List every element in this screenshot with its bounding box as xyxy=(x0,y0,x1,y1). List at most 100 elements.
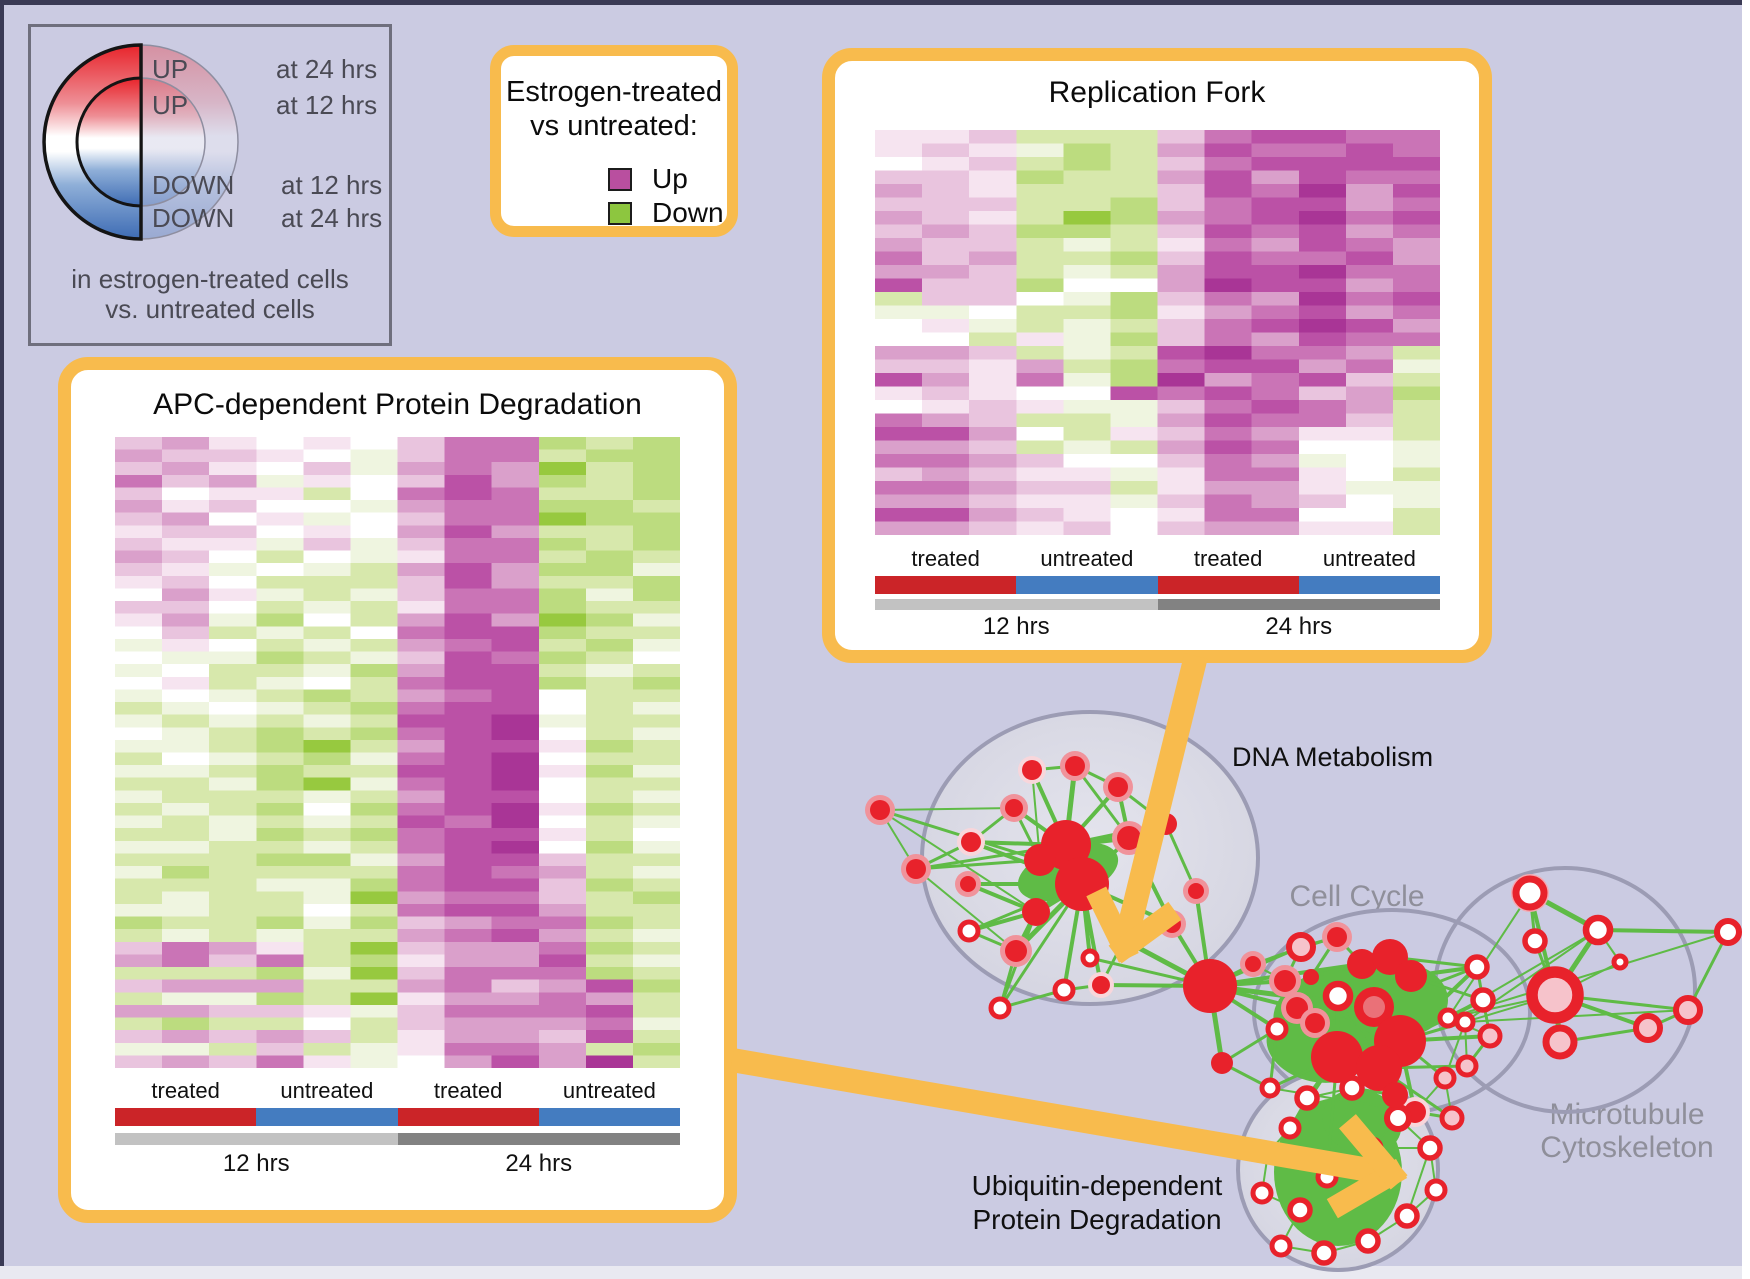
heatmap-cell xyxy=(1016,332,1064,347)
heatmap-cell xyxy=(1110,346,1158,360)
heatmap-cell xyxy=(397,891,446,905)
heatmap-cell xyxy=(1157,319,1206,333)
network-node-solid xyxy=(1092,976,1110,994)
heatmap-cell xyxy=(1298,238,1347,252)
network-node-halo xyxy=(865,795,895,825)
heatmap-cell xyxy=(922,224,970,239)
heatmap-cell xyxy=(1157,454,1206,468)
network-node-ring-white xyxy=(1383,1103,1413,1133)
heatmap-cell xyxy=(1298,224,1347,239)
heatmap-cell xyxy=(538,727,587,741)
heatmap-cell xyxy=(1110,521,1158,536)
heatmap-cell xyxy=(350,739,398,753)
heatmap-cell xyxy=(1157,184,1206,198)
network-edge xyxy=(1209,962,1363,988)
heatmap-cell xyxy=(1110,467,1158,482)
heatmap-cell xyxy=(538,979,587,993)
heatmap-cell xyxy=(632,449,681,463)
heatmap-cell xyxy=(1298,211,1347,225)
heatmap-cell xyxy=(209,474,257,488)
heatmap-cell xyxy=(162,979,210,993)
heatmap-cell xyxy=(1392,440,1441,455)
heatmap-cell xyxy=(585,992,634,1006)
apc-heatmap xyxy=(115,437,681,1073)
heatmap-cell xyxy=(1204,346,1253,360)
heatmap-cell xyxy=(303,664,351,678)
dna-metabolism-label: DNA Metabolism xyxy=(1232,742,1434,772)
network-node-halo xyxy=(1000,935,1032,967)
heatmap-cell xyxy=(922,427,970,441)
network-node-ring-white xyxy=(1278,1116,1302,1140)
heatmap-cell xyxy=(397,563,446,577)
heatmap-cell xyxy=(444,702,493,716)
time-label-12hrs: 12 hrs xyxy=(222,1150,290,1177)
heatmap-cell xyxy=(209,550,257,564)
network-edge xyxy=(999,988,1065,1010)
network-edge xyxy=(1064,785,1120,847)
network-edge xyxy=(1528,892,1557,996)
heatmap-cell xyxy=(1345,454,1394,468)
network-node-ring-pink xyxy=(1526,966,1584,1024)
heatmap-cell xyxy=(1016,319,1064,333)
timebar-24hrs xyxy=(397,1133,680,1145)
heatmap-cell xyxy=(1392,278,1441,293)
network-edge xyxy=(1065,835,1130,848)
heatmap-cell xyxy=(209,891,257,905)
network-edge xyxy=(1080,883,1103,986)
heatmap-cell xyxy=(397,525,446,539)
up-color-swatch xyxy=(608,168,632,191)
heatmap-cell xyxy=(1157,211,1206,225)
heatmap-cell xyxy=(1110,130,1158,144)
heatmap-cell xyxy=(922,373,970,387)
legend-word-up24: UP xyxy=(152,54,189,84)
network-node-solid xyxy=(960,876,976,892)
heatmap-cell xyxy=(162,563,210,577)
heatmap-cell xyxy=(1110,238,1158,252)
heatmap-cell xyxy=(350,626,398,640)
heatmap-cell xyxy=(256,790,304,804)
up-label: Up xyxy=(652,163,688,194)
down-color-swatch xyxy=(608,202,632,225)
heatmap-cell xyxy=(632,512,681,526)
network-node-solid xyxy=(1372,939,1408,975)
heatmap-cell xyxy=(491,878,540,892)
connector-arrowhead-bar xyxy=(1108,901,1182,964)
heatmap-cell xyxy=(303,853,351,867)
heatmap-cell xyxy=(350,638,398,653)
network-node-pale-halo xyxy=(1018,756,1046,784)
heatmap-cell xyxy=(209,1017,257,1031)
heatmap-cell xyxy=(256,512,304,526)
heatmap-cell xyxy=(1110,143,1158,158)
heatmap-cell xyxy=(1204,265,1253,279)
network-node-solid xyxy=(961,832,981,852)
heatmap-cell xyxy=(162,853,210,867)
heatmap-cell xyxy=(444,588,493,602)
heatmap-cell xyxy=(1392,184,1441,198)
heatmap-cell xyxy=(397,916,446,930)
network-node-solid xyxy=(906,859,926,879)
heatmap-cell xyxy=(397,979,446,993)
network-edge xyxy=(1597,929,1621,963)
heatmap-cell xyxy=(1016,400,1064,414)
heatmap-cell xyxy=(256,449,304,463)
heatmap-cell xyxy=(969,521,1017,536)
heatmap-cell xyxy=(256,1017,304,1031)
heatmap-cell xyxy=(538,739,587,753)
heatmap-cell xyxy=(538,752,587,766)
network-edge xyxy=(1399,1039,1446,1080)
heatmap-cell xyxy=(397,1055,446,1069)
network-edge xyxy=(1481,999,1492,1037)
heatmap-cell xyxy=(444,929,493,943)
heatmap-cell xyxy=(1063,170,1111,185)
network-edge xyxy=(1554,993,1649,1030)
group-label-untreated: untreated xyxy=(1040,546,1134,571)
heatmap-cell xyxy=(1204,184,1253,198)
heatmap-cell xyxy=(1345,346,1394,360)
heatmap-cell xyxy=(632,777,681,791)
heatmap-cell xyxy=(350,601,398,615)
apc-panel-title: APC-dependent Protein Degradation xyxy=(153,388,642,421)
heatmap-cell xyxy=(875,332,923,347)
heatmap-cell xyxy=(1110,170,1158,185)
heatmap-cell xyxy=(444,638,493,653)
heatmap-cell xyxy=(303,638,351,653)
